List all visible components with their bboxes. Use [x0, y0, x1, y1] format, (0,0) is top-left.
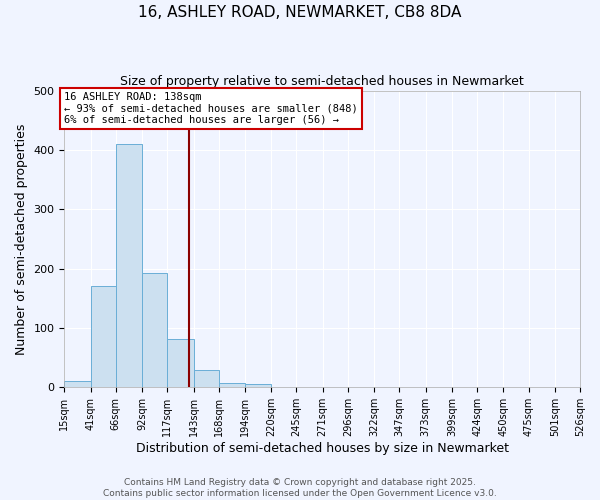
Title: Size of property relative to semi-detached houses in Newmarket: Size of property relative to semi-detach…	[121, 75, 524, 88]
Bar	[245, 384, 271, 388]
Text: Contains HM Land Registry data © Crown copyright and database right 2025.
Contai: Contains HM Land Registry data © Crown c…	[103, 478, 497, 498]
X-axis label: Distribution of semi-detached houses by size in Newmarket: Distribution of semi-detached houses by …	[136, 442, 509, 455]
Y-axis label: Number of semi-detached properties: Number of semi-detached properties	[15, 124, 28, 354]
Bar	[194, 370, 219, 388]
Bar	[167, 338, 194, 388]
Text: 16 ASHLEY ROAD: 138sqm
← 93% of semi-detached houses are smaller (848)
6% of sem: 16 ASHLEY ROAD: 138sqm ← 93% of semi-det…	[64, 92, 358, 125]
Text: 16, ASHLEY ROAD, NEWMARKET, CB8 8DA: 16, ASHLEY ROAD, NEWMARKET, CB8 8DA	[139, 5, 461, 20]
Bar	[91, 286, 116, 388]
Bar	[219, 382, 245, 388]
Bar	[142, 274, 167, 388]
Bar	[64, 382, 91, 388]
Bar	[116, 144, 142, 388]
